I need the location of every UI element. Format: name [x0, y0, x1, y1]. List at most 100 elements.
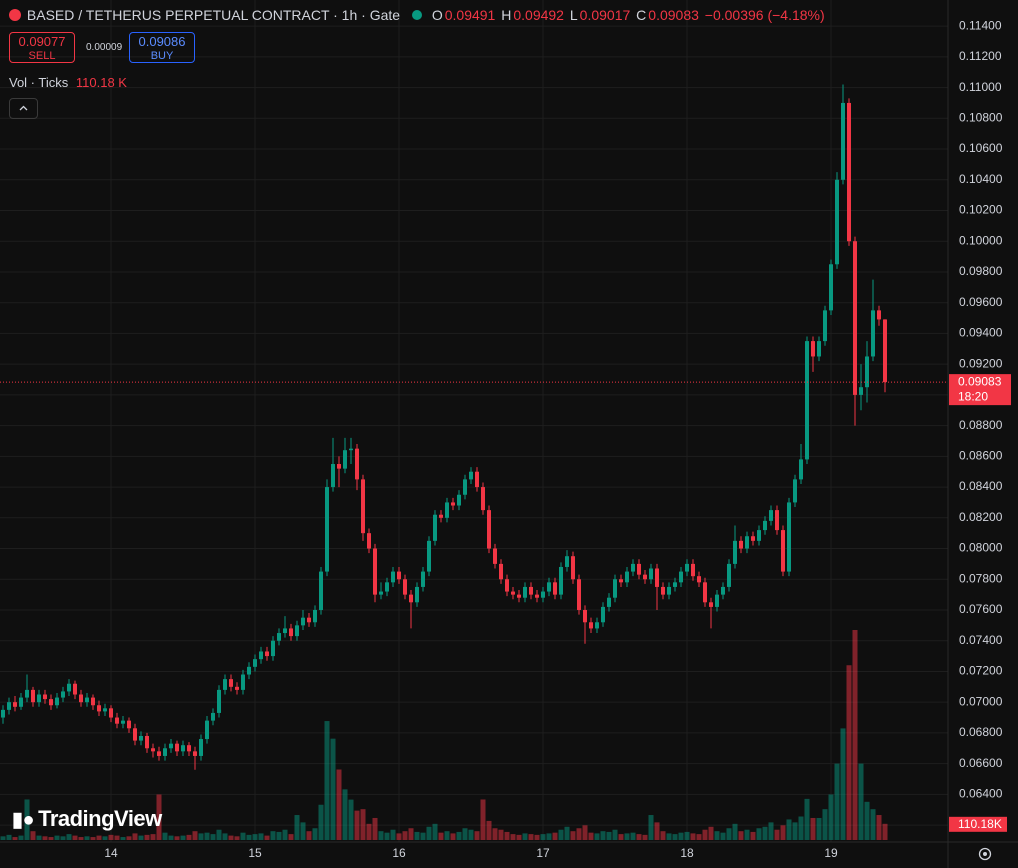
candle-body — [703, 582, 707, 603]
volume-bar — [564, 826, 570, 840]
volume-bar — [180, 835, 186, 840]
candle-body — [481, 487, 485, 511]
candle-body — [283, 628, 287, 634]
candle-body — [163, 748, 167, 756]
volume-bar — [618, 834, 624, 840]
candle-body — [133, 728, 137, 741]
candle-body — [625, 571, 629, 583]
candle-body — [307, 617, 311, 623]
volume-bar — [684, 831, 690, 840]
volume-bar — [138, 835, 144, 840]
candle-body — [205, 720, 209, 740]
volume-bar — [300, 822, 306, 840]
candle-body — [229, 679, 233, 687]
candle-body — [739, 540, 743, 549]
volume-bar — [804, 798, 810, 840]
volume-bar — [600, 831, 606, 840]
collapse-button[interactable] — [9, 98, 38, 119]
volume-bar — [216, 829, 222, 840]
y-tick-label: 0.08000 — [959, 541, 1003, 555]
volume-bar — [594, 833, 600, 840]
candle-body — [61, 691, 65, 698]
candle-body — [655, 568, 659, 587]
volume-bar — [444, 831, 450, 840]
candle-body — [823, 310, 827, 342]
x-tick-label: 18 — [680, 846, 694, 860]
c-value: 0.09083 — [648, 7, 699, 23]
candle-body — [319, 571, 323, 610]
candle-body — [85, 697, 89, 703]
candle-body — [469, 471, 473, 480]
volume-bar — [666, 833, 672, 840]
volume-bar — [228, 835, 234, 840]
price-axis-bg — [948, 0, 1018, 868]
volume-bar — [174, 836, 180, 840]
candle-body — [277, 633, 281, 641]
candle-body — [409, 594, 413, 603]
volume-bar — [810, 817, 816, 840]
candle-body — [733, 540, 737, 564]
volume-bar — [732, 823, 738, 840]
countdown: 18:20 — [958, 389, 988, 403]
volume-bar — [114, 835, 120, 840]
volume-bar — [702, 829, 708, 840]
volume-bar — [516, 834, 522, 840]
candle-body — [367, 533, 371, 549]
volume-bar — [660, 831, 666, 840]
candle-body — [805, 341, 809, 460]
candle-body — [445, 502, 449, 518]
candle-body — [775, 510, 779, 531]
volume-bar — [60, 836, 66, 840]
volume-bar — [210, 834, 216, 840]
candle-body — [199, 739, 203, 756]
volume-bar — [708, 826, 714, 840]
volume-bar — [828, 794, 834, 840]
volume-bar — [714, 831, 720, 840]
volume-bar — [318, 804, 324, 840]
volume-bar — [30, 831, 36, 840]
sell-price: 0.09077 — [18, 34, 66, 49]
volume-bar — [492, 828, 498, 840]
candle-body — [325, 487, 329, 572]
volume-bar — [258, 833, 264, 840]
volume-bar — [396, 833, 402, 840]
candle-body — [79, 694, 83, 703]
last-price-label: 0.09083 — [958, 374, 1002, 388]
volume-bar — [270, 831, 276, 840]
y-tick-label: 0.09400 — [959, 326, 1003, 340]
volume-bar — [0, 836, 6, 840]
volume-bar — [402, 831, 408, 840]
volume-bar — [690, 833, 696, 840]
watermark: ▮● TradingView — [12, 806, 162, 832]
candle-body — [463, 479, 467, 495]
candle-body — [19, 697, 23, 707]
candle-body — [379, 591, 383, 595]
volume-bar — [846, 665, 852, 840]
candle-body — [151, 748, 155, 752]
candle-body — [577, 579, 581, 610]
candle-body — [373, 548, 377, 595]
candle-body — [745, 536, 749, 549]
candle-body — [169, 743, 173, 749]
volume-bar — [720, 832, 726, 840]
c-label: C — [636, 7, 647, 23]
volume-bar — [432, 823, 438, 840]
candle-body — [253, 659, 257, 667]
candle-body — [841, 102, 845, 180]
volume-bar — [384, 832, 390, 840]
volume-bar — [606, 831, 612, 840]
volume-bar — [120, 837, 126, 840]
candle-body — [115, 717, 119, 724]
volume-bar — [822, 809, 828, 840]
sell-button[interactable]: 0.09077 SELL — [9, 32, 75, 63]
candle-body — [691, 563, 695, 577]
candle-body — [499, 563, 503, 580]
candle-body — [265, 651, 269, 657]
y-tick-label: 0.10600 — [959, 141, 1003, 155]
volume-title: Vol · Ticks — [9, 75, 69, 90]
volume-bar — [288, 834, 294, 840]
volume-bar — [768, 822, 774, 840]
settings-icon[interactable] — [975, 844, 995, 864]
buy-button[interactable]: 0.09086 BUY — [129, 32, 195, 63]
l-label: L — [569, 7, 578, 23]
